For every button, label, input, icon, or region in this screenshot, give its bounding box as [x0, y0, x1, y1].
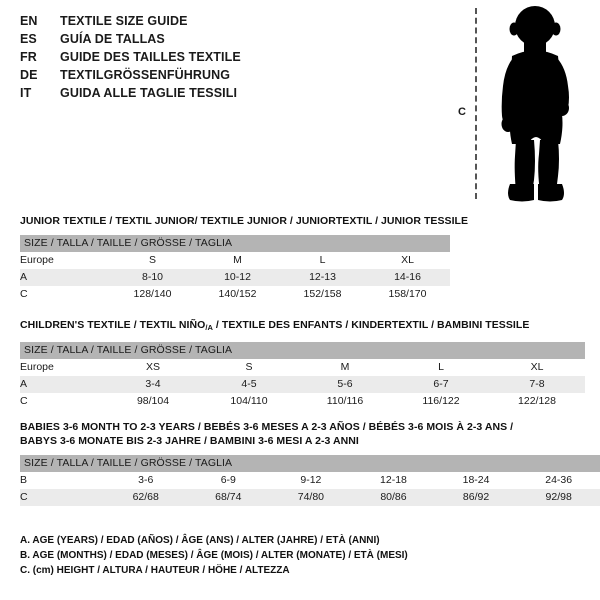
language-row-es: ES GUÍA DE TALLAS	[20, 30, 320, 48]
table-row: C 128/140 140/152 152/158 158/170	[20, 286, 450, 303]
table-row: C 98/104 104/110 110/116 116/122 122/128	[20, 393, 585, 410]
table-row: B 3-6 6-9 9-12 12-18 18-24 24-36	[20, 472, 600, 489]
language-title-it: GUIDA ALLE TAGLIE TESSILI	[60, 86, 238, 100]
children-europe-col-2: S	[201, 359, 297, 376]
babies-band-label: SIZE / TALLA / TAILLE / GRÖSSE / TAGLIA	[20, 455, 600, 472]
junior-c-col-1: 128/140	[110, 286, 195, 303]
children-a-col-1: 3-4	[105, 376, 201, 393]
babies-b-col-1: 3-6	[104, 472, 188, 489]
junior-row-label-c: C	[20, 286, 110, 303]
children-c-col-3: 110/116	[297, 393, 393, 410]
babies-table-band-row: SIZE / TALLA / TAILLE / GRÖSSE / TAGLIA	[20, 455, 600, 472]
children-europe-col-5: XL	[489, 359, 585, 376]
junior-c-col-4: 158/170	[365, 286, 450, 303]
language-code-it: IT	[20, 86, 32, 100]
junior-europe-col-2: M	[195, 252, 280, 269]
children-band-label: SIZE / TALLA / TAILLE / GRÖSSE / TAGLIA	[20, 342, 585, 359]
junior-band-label: SIZE / TALLA / TAILLE / GRÖSSE / TAGLIA	[20, 235, 450, 252]
height-dashed-line	[475, 8, 477, 199]
babies-c-col-2: 68/74	[187, 489, 270, 506]
babies-c-col-6: 92/98	[517, 489, 600, 506]
section-junior-textile: JUNIOR TEXTILE / TEXTIL JUNIOR/ TEXTILE …	[20, 214, 468, 303]
babies-c-col-4: 80/86	[352, 489, 435, 506]
section-childrens-textile: CHILDREN'S TEXTILE / TEXTIL NIÑO/A / TEX…	[20, 318, 585, 410]
language-code-fr: FR	[20, 50, 37, 64]
babies-b-col-3: 9-12	[269, 472, 353, 489]
junior-c-col-2: 140/152	[195, 286, 280, 303]
legend-row-b: B. AGE (MONTHS) / EDAD (MESES) / ÂGE (MO…	[20, 550, 408, 561]
babies-section-title-line1: BABIES 3-6 MONTH TO 2-3 YEARS / BEBÉS 3-…	[20, 421, 514, 433]
section-babies-textile: BABIES 3-6 MONTH TO 2-3 YEARS / BEBÉS 3-…	[20, 420, 600, 506]
children-a-col-4: 6-7	[393, 376, 489, 393]
language-title-de: TEXTILGRÖSSENFÜHRUNG	[60, 68, 231, 82]
children-c-col-5: 122/128	[489, 393, 585, 410]
junior-table-band-row: SIZE / TALLA / TAILLE / GRÖSSE / TAGLIA	[20, 235, 450, 252]
children-title-sub: /A	[205, 323, 213, 332]
junior-a-col-3: 12-13	[280, 269, 365, 286]
language-title-es: GUÍA DE TALLAS	[60, 32, 165, 46]
junior-a-col-1: 8-10	[110, 269, 195, 286]
children-europe-col-3: M	[297, 359, 393, 376]
children-row-label-a: A	[20, 376, 105, 393]
table-row: Europe XS S M L XL	[20, 359, 585, 376]
table-row: A 8-10 10-12 12-13 14-16	[20, 269, 450, 286]
language-code-en: EN	[20, 14, 38, 28]
babies-b-col-5: 18-24	[434, 472, 518, 489]
children-size-table: SIZE / TALLA / TAILLE / GRÖSSE / TAGLIA …	[20, 342, 585, 410]
junior-c-col-3: 152/158	[280, 286, 365, 303]
children-section-title: CHILDREN'S TEXTILE / TEXTIL NIÑO/A / TEX…	[20, 318, 585, 335]
children-c-col-4: 116/122	[393, 393, 489, 410]
junior-europe-col-4: XL	[365, 252, 450, 269]
children-europe-col-1: XS	[105, 359, 201, 376]
junior-size-table: SIZE / TALLA / TAILLE / GRÖSSE / TAGLIA …	[20, 235, 450, 303]
junior-a-col-2: 10-12	[195, 269, 280, 286]
babies-section-title-line2: BABYS 3-6 MONATE BIS 2-3 JAHRE / BAMBINI…	[20, 435, 359, 447]
height-measurement-figure: C	[450, 0, 600, 205]
children-europe-col-4: L	[393, 359, 489, 376]
babies-row-label-b: B	[20, 472, 105, 489]
legend-row-c: C. (cm) HEIGHT / ALTURA / HAUTEUR / HÖHE…	[20, 565, 290, 576]
babies-c-col-1: 62/68	[104, 489, 188, 506]
junior-a-col-4: 14-16	[365, 269, 450, 286]
children-title-rest: / TEXTILE DES ENFANTS / KINDERTEXTIL / B…	[212, 319, 530, 331]
children-a-col-5: 7-8	[489, 376, 585, 393]
babies-size-table: SIZE / TALLA / TAILLE / GRÖSSE / TAGLIA …	[20, 455, 600, 506]
language-row-de: DE TEXTILGRÖSSENFÜHRUNG	[20, 66, 320, 84]
table-row: A 3-4 4-5 5-6 6-7 7-8	[20, 376, 585, 393]
language-row-fr: FR GUIDE DES TAILLES TEXTILE	[20, 48, 320, 66]
language-row-it: IT GUIDA ALLE TAGLIE TESSILI	[20, 84, 320, 102]
babies-row-label-c: C	[20, 489, 105, 506]
table-row: Europe S M L XL	[20, 252, 450, 269]
language-header: EN TEXTILE SIZE GUIDE ES GUÍA DE TALLAS …	[20, 12, 320, 102]
children-a-col-2: 4-5	[201, 376, 297, 393]
junior-row-label-a: A	[20, 269, 110, 286]
children-table-band-row: SIZE / TALLA / TAILLE / GRÖSSE / TAGLIA	[20, 342, 585, 359]
table-row: C 62/68 68/74 74/80 80/86 86/92 92/98	[20, 489, 600, 506]
babies-b-col-6: 24-36	[517, 472, 600, 489]
language-code-es: ES	[20, 32, 37, 46]
language-title-en: TEXTILE SIZE GUIDE	[60, 14, 188, 28]
legend-row-a: A. AGE (YEARS) / EDAD (AÑOS) / ÂGE (ANS)…	[20, 535, 380, 546]
junior-europe-col-3: L	[280, 252, 365, 269]
junior-row-label-europe: Europe	[20, 252, 110, 269]
children-row-label-c: C	[20, 393, 105, 410]
children-row-label-europe: Europe	[20, 359, 105, 376]
junior-europe-col-1: S	[110, 252, 195, 269]
babies-c-col-3: 74/80	[269, 489, 353, 506]
language-code-de: DE	[20, 68, 38, 82]
babies-c-col-5: 86/92	[434, 489, 518, 506]
legend-block: A. AGE (YEARS) / EDAD (AÑOS) / ÂGE (ANS)…	[20, 533, 580, 578]
height-measure-label: C	[458, 106, 466, 118]
junior-section-title: JUNIOR TEXTILE / TEXTIL JUNIOR/ TEXTILE …	[20, 215, 469, 227]
children-c-col-1: 98/104	[105, 393, 201, 410]
toddler-silhouette-icon	[501, 6, 569, 202]
language-row-en: EN TEXTILE SIZE GUIDE	[20, 12, 320, 30]
children-c-col-2: 104/110	[201, 393, 297, 410]
babies-b-col-2: 6-9	[187, 472, 270, 489]
children-title-main: CHILDREN'S TEXTILE / TEXTIL NIÑO	[20, 319, 206, 331]
babies-b-col-4: 12-18	[352, 472, 435, 489]
language-title-fr: GUIDE DES TAILLES TEXTILE	[60, 50, 241, 64]
children-a-col-3: 5-6	[297, 376, 393, 393]
